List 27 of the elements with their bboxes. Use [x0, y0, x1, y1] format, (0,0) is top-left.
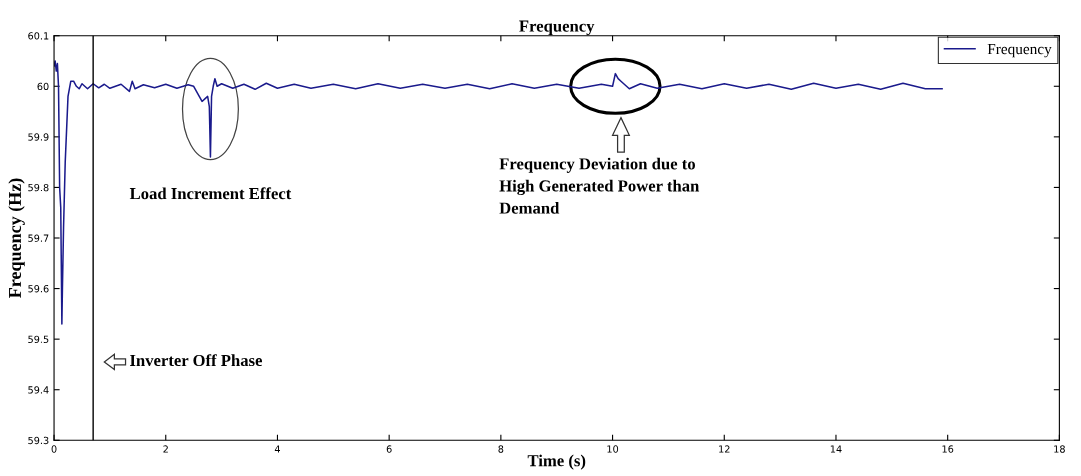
x-tick-label: 12 [719, 445, 730, 453]
x-tick-label: 2 [163, 445, 168, 453]
x-tick-label: 6 [386, 445, 392, 453]
x-tick-label: 16 [942, 445, 954, 453]
chart-title: Frequency [519, 20, 595, 36]
y-tick-label: 59.5 [28, 335, 49, 343]
x-tick-label: 10 [607, 445, 619, 453]
y-tick-label: 59.3 [28, 436, 49, 445]
line-series [54, 60, 943, 325]
x-tick-label: 4 [274, 445, 280, 453]
x-tick-label: 14 [830, 445, 842, 453]
annotation: Inverter Off Phase [130, 354, 263, 367]
y-axis-title: Frequency (Hz) [8, 178, 25, 298]
y-tick-label: 59.7 [28, 234, 49, 242]
x-tick-label: 0 [51, 445, 57, 453]
x-axis-title: Time (s) [527, 454, 586, 470]
x-tick-label: 18 [1054, 445, 1065, 453]
y-tick-label: 59.4 [28, 386, 49, 394]
x-tick-label: 8 [498, 445, 504, 453]
legend-label: Frequency [987, 44, 1052, 58]
y-tick-label: 60 [37, 82, 49, 91]
annotation: Load Increment Effect [129, 187, 292, 200]
y-tick-label: 59.6 [28, 285, 49, 293]
y-tick-label: 60.1 [28, 32, 49, 40]
y-tick-label: 59.9 [28, 133, 49, 141]
annotation: Frequency Deviation due to High Generated Power than Demand [499, 157, 700, 214]
y-tick-label: 59.8 [28, 183, 49, 192]
